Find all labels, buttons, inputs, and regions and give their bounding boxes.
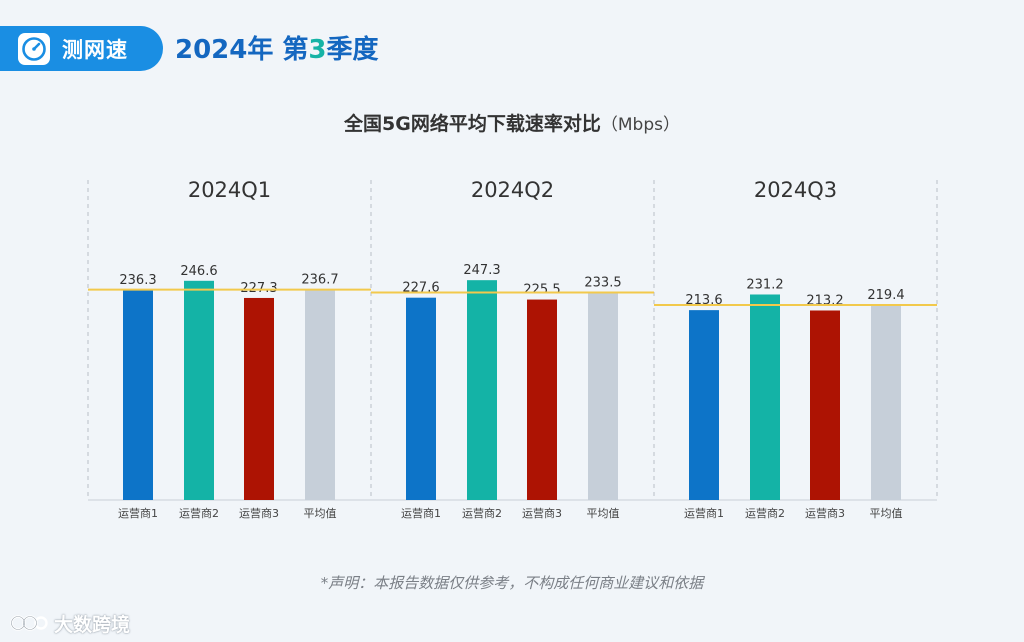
watermark: 大数跨境 [10, 610, 130, 636]
category-label: 运营商2 [179, 506, 219, 520]
bar [871, 304, 901, 500]
data-label: 246.6 [180, 264, 217, 279]
category-label: 运营商3 [522, 506, 562, 520]
category-label: 运营商2 [745, 506, 785, 520]
category-label: 运营商2 [462, 506, 502, 520]
category-label: 运营商3 [805, 506, 845, 520]
disclaimer: *声明：本报告数据仅供参考，不构成任何商业建议和依据 [320, 574, 704, 592]
brand-name: 测网速 [62, 38, 128, 62]
bar [184, 280, 214, 500]
category-label: 平均值 [870, 507, 903, 520]
category-label: 运营商1 [118, 506, 158, 520]
data-label: 213.2 [806, 293, 843, 308]
group-label: 2024Q3 [754, 178, 837, 202]
bar [588, 292, 618, 500]
bar [123, 289, 153, 500]
data-label: 219.4 [867, 288, 904, 303]
data-label: 227.3 [240, 281, 277, 296]
bar [527, 299, 557, 500]
bar [406, 297, 436, 500]
bar [467, 280, 497, 500]
data-label: 225.5 [523, 283, 560, 298]
chart-unit: （Mbps） [600, 115, 680, 135]
bar [810, 310, 840, 500]
data-label: 231.2 [746, 277, 783, 292]
category-label: 运营商1 [401, 506, 441, 520]
group-label: 2024Q1 [188, 178, 271, 202]
group-label: 2024Q2 [471, 178, 554, 202]
category-label: 平均值 [304, 507, 337, 520]
watermark-text: 大数跨境 [54, 613, 131, 636]
report-title-quarter: 3 [308, 35, 327, 65]
report-title-prefix: 2024年 第 [175, 35, 309, 65]
speedometer-icon [18, 33, 50, 65]
data-label: 247.3 [463, 263, 500, 278]
bar [305, 289, 335, 500]
bar [750, 294, 780, 500]
bar [689, 310, 719, 500]
chart-title-text: 全国5G网络平均下载速率对比 [344, 113, 601, 135]
bar [244, 297, 274, 500]
category-label: 运营商1 [684, 506, 724, 520]
watermark-logo-icon [10, 615, 48, 631]
category-label: 运营商3 [239, 506, 279, 520]
report-title: 2024年 第3季度 [175, 29, 379, 66]
report-title-suffix: 季度 [326, 35, 379, 65]
data-label: 236.3 [119, 273, 156, 288]
data-label: 236.7 [301, 273, 338, 288]
category-label: 平均值 [587, 507, 620, 520]
data-label: 233.5 [584, 275, 621, 290]
chart-title: 全国5G网络平均下载速率对比（Mbps） [0, 109, 1024, 136]
brand-badge: 测网速 [0, 26, 163, 71]
